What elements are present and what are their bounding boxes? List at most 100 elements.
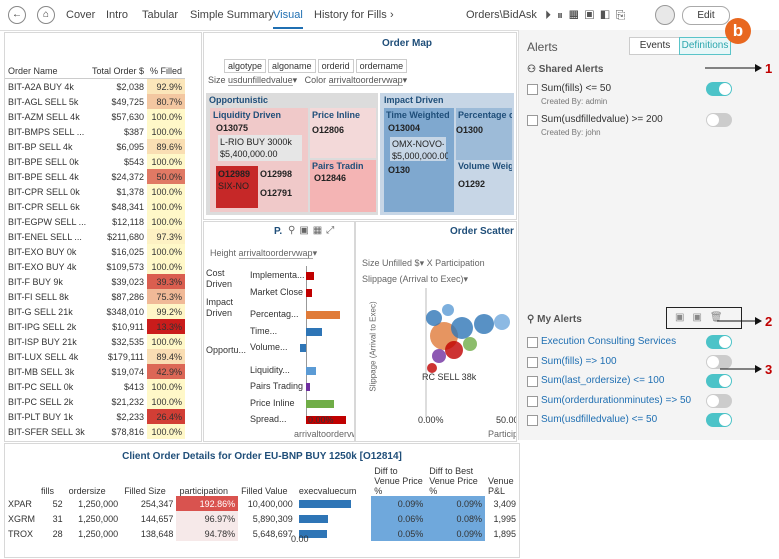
column-header[interactable] xyxy=(5,466,38,496)
cell: 1,250,000 xyxy=(78,498,119,509)
treemap-label: $5,400,000.00 xyxy=(220,149,278,159)
bar xyxy=(306,288,312,297)
column-header[interactable]: Venue P&L xyxy=(488,476,514,496)
home-button[interactable]: ⌂ xyxy=(37,6,55,24)
treemap-label: Pairs Tradin xyxy=(312,161,364,171)
field[interactable]: Participation xyxy=(435,258,485,268)
treemap-cell xyxy=(390,137,446,161)
cell: BIT-ISP BUY 21k xyxy=(8,336,77,347)
cell: $32,535 xyxy=(111,336,145,347)
column-header[interactable]: Diff to Best Venue Price % xyxy=(429,466,478,496)
column-header[interactable]: Order Name xyxy=(8,65,58,76)
chip[interactable]: algotype xyxy=(224,59,267,73)
column-header[interactable]: ordersize xyxy=(68,486,106,496)
cell: 0.05% xyxy=(371,526,427,541)
tab[interactable]: Events xyxy=(629,37,681,55)
cell: 192.86% xyxy=(176,496,239,511)
chip[interactable]: orderid xyxy=(317,59,354,73)
column-header[interactable]: execvaluecum xyxy=(298,486,357,496)
checkbox[interactable] xyxy=(527,395,538,407)
cell: $211,680 xyxy=(107,231,145,242)
toggle-knob xyxy=(719,83,731,95)
alert-condition[interactable]: Sum(usdfilledvalue) <= 50 xyxy=(541,414,658,425)
tab[interactable]: Definitions xyxy=(679,37,731,55)
chip[interactable]: algoname xyxy=(268,59,316,73)
badge: b xyxy=(725,18,751,44)
cell: $413 xyxy=(124,381,145,392)
back-button[interactable]: ← xyxy=(8,6,26,24)
column-header[interactable]: Total Order $ xyxy=(92,65,145,76)
toggle[interactable] xyxy=(706,374,732,388)
header-row: fills ordersize Filled Size participation Fi… xyxy=(5,466,519,496)
cell: $39,023 xyxy=(111,276,145,287)
alert-actions[interactable]: ▣▣🗑 xyxy=(666,307,742,329)
chip[interactable]: ordername xyxy=(355,59,408,73)
cell: $16,025 xyxy=(111,246,145,257)
field[interactable]: usdunfilledvalue xyxy=(228,75,293,86)
checkbox[interactable] xyxy=(527,115,538,126)
toggle[interactable] xyxy=(706,393,732,408)
alert-condition[interactable]: Sum(fills) => 100 xyxy=(541,355,617,367)
arrow-head xyxy=(755,365,762,373)
column-header[interactable]: Filled Value xyxy=(241,486,288,496)
checkbox[interactable] xyxy=(527,356,538,368)
cell: $109,573 xyxy=(106,261,145,272)
cell: 5,648,697 xyxy=(252,528,293,539)
toggle[interactable] xyxy=(706,335,732,349)
alert-condition[interactable]: Sum(last_ordersize) <= 100 xyxy=(541,375,665,386)
field[interactable]: arrivaltoordervwap xyxy=(238,248,313,259)
category-label: Percentag... xyxy=(250,309,299,319)
checkbox[interactable] xyxy=(527,337,538,348)
category-label: Spread... xyxy=(250,414,287,424)
cell: 89.4% xyxy=(147,349,186,364)
checkbox[interactable] xyxy=(527,84,538,95)
order-table: Order Name Total Order $ % Filled BIT-A2A B… xyxy=(5,63,186,439)
column-header[interactable]: % Filled xyxy=(150,65,183,76)
order-map-panel: Order Map algotype algoname orderid orderna… xyxy=(203,32,517,220)
tab[interactable]: Tabular xyxy=(142,9,179,21)
toggle[interactable] xyxy=(706,413,732,427)
cell: BIT-A2A BUY 4k xyxy=(8,81,74,92)
treemap-label: O13004 xyxy=(388,123,421,133)
text: My Alerts xyxy=(537,314,582,325)
treemap-cell xyxy=(216,166,258,208)
more-tabs[interactable]: › xyxy=(390,9,394,21)
bar xyxy=(298,514,329,523)
toggle[interactable] xyxy=(706,354,732,369)
column-header[interactable]: participation xyxy=(179,486,228,496)
tab[interactable]: Visual xyxy=(273,9,303,29)
toolbar-icons: ⏵⏸▦▣◧⎘ xyxy=(545,8,632,22)
tab[interactable]: History for Fills xyxy=(314,9,387,21)
cell: 100.0% xyxy=(147,154,186,169)
column-header[interactable]: Diff to Venue Price % xyxy=(374,466,423,496)
tab[interactable]: Simple Summary xyxy=(190,9,274,21)
toggle-knob xyxy=(707,355,719,368)
cell: $179,111 xyxy=(107,351,145,362)
treemap-label: O12791 xyxy=(260,188,293,198)
toggle[interactable] xyxy=(706,113,732,127)
cell: 1,895 xyxy=(493,528,516,539)
field[interactable]: Unfilled $ xyxy=(382,258,420,268)
row: BIT-LUX SELL 4k $179,111 89.4% xyxy=(5,349,186,364)
field[interactable]: arrivaltoordervwap xyxy=(328,75,403,86)
alert-condition[interactable]: Execution Consulting Services xyxy=(541,336,677,347)
edit-button[interactable]: Edit xyxy=(682,6,730,25)
field[interactable]: Slippage (Arrival to Exec) xyxy=(362,274,464,284)
field[interactable]: Slippage (Arrival to Exec)▾ xyxy=(362,274,469,284)
axis-tick: 0.00 xyxy=(291,534,309,544)
column-header[interactable]: Filled Size xyxy=(124,486,166,496)
cell: $12,118 xyxy=(112,216,145,227)
cell: 42.9% xyxy=(147,364,186,379)
tab[interactable]: Cover xyxy=(66,9,96,21)
checkbox[interactable] xyxy=(527,415,538,426)
bubble xyxy=(442,304,454,316)
checkbox[interactable] xyxy=(527,376,538,387)
toggle[interactable] xyxy=(706,82,732,96)
tab[interactable]: Intro xyxy=(106,9,129,21)
cell: BIT-BP SELL 4k xyxy=(8,141,73,152)
alerts-button[interactable] xyxy=(655,5,675,25)
alert-condition[interactable]: Sum(orderdurationminutes) => 50 xyxy=(541,394,692,406)
section-title: ⚇ Shared Alerts xyxy=(527,64,604,75)
column-header[interactable]: fills xyxy=(41,486,54,496)
path[interactable]: Orders\BidAsk xyxy=(466,9,537,21)
